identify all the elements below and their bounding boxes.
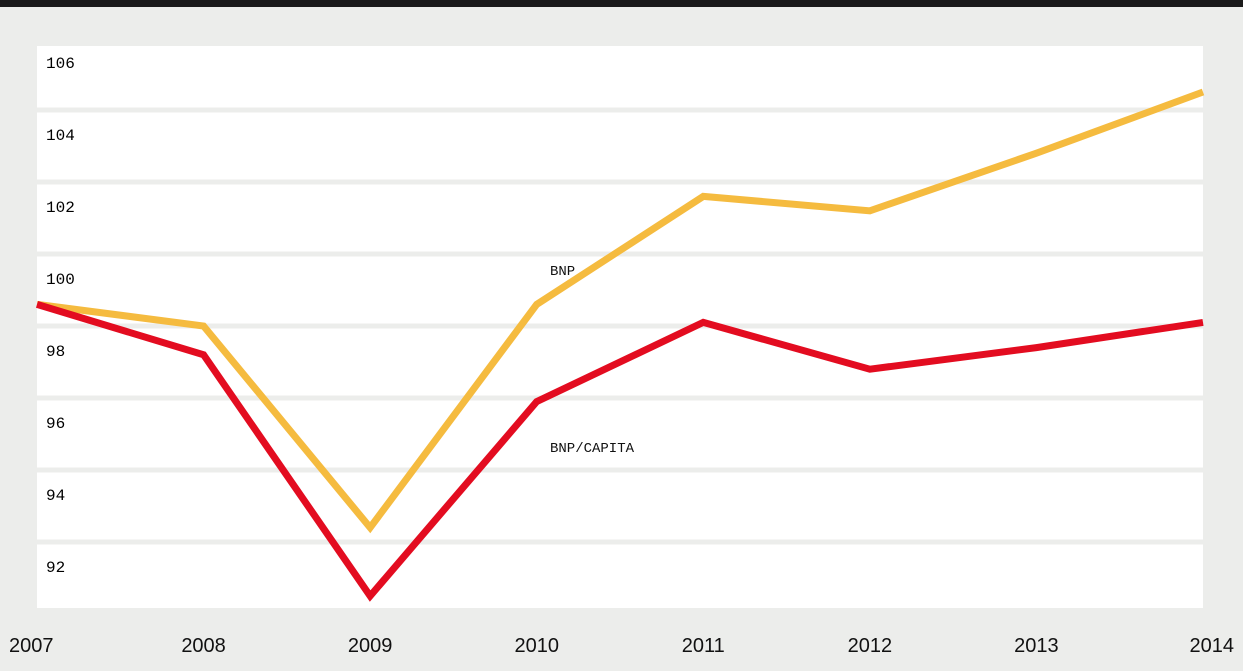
- grid-band: [37, 184, 1203, 252]
- y-tick-label: 94: [46, 487, 65, 505]
- y-tick-label: 100: [46, 271, 75, 289]
- grid-band: [37, 46, 1203, 108]
- x-tick-label: 2009: [348, 635, 393, 657]
- grid-band: [37, 544, 1203, 608]
- grid-band: [37, 472, 1203, 540]
- y-tick-label: 92: [46, 559, 65, 577]
- series-line: [36, 88, 1205, 534]
- y-tick-label: 106: [46, 55, 75, 73]
- grid-band: [37, 256, 1203, 324]
- x-tick-label: 2014: [1190, 635, 1235, 657]
- top-bar: [0, 0, 1243, 7]
- series-lines: [35, 88, 1205, 602]
- y-tick-label: 102: [46, 199, 75, 217]
- x-tick-label: 2007: [9, 635, 54, 657]
- x-axis-ticks: 2007 2008 2009 2010 2011 2012 2013 2014: [9, 635, 1234, 657]
- y-tick-label: 104: [46, 127, 75, 145]
- grid-band: [37, 400, 1203, 468]
- y-axis-ticks: 92 94 96 98 100 102 104 106: [46, 55, 75, 577]
- series-label: BNP: [550, 264, 575, 280]
- x-tick-label: 2010: [514, 635, 559, 657]
- x-tick-label: 2008: [181, 635, 226, 657]
- y-tick-label: 96: [46, 415, 65, 433]
- series-line: [35, 301, 1204, 602]
- x-tick-label: 2012: [848, 635, 893, 657]
- x-tick-label: 2013: [1014, 635, 1059, 657]
- plot-bands: [37, 46, 1203, 608]
- x-tick-label: 2011: [682, 635, 725, 657]
- series-label: BNP/CAPITA: [550, 441, 635, 457]
- y-tick-label: 98: [46, 343, 65, 361]
- grid-band: [37, 112, 1203, 180]
- series-labels: BNP BNP/CAPITA: [550, 264, 635, 457]
